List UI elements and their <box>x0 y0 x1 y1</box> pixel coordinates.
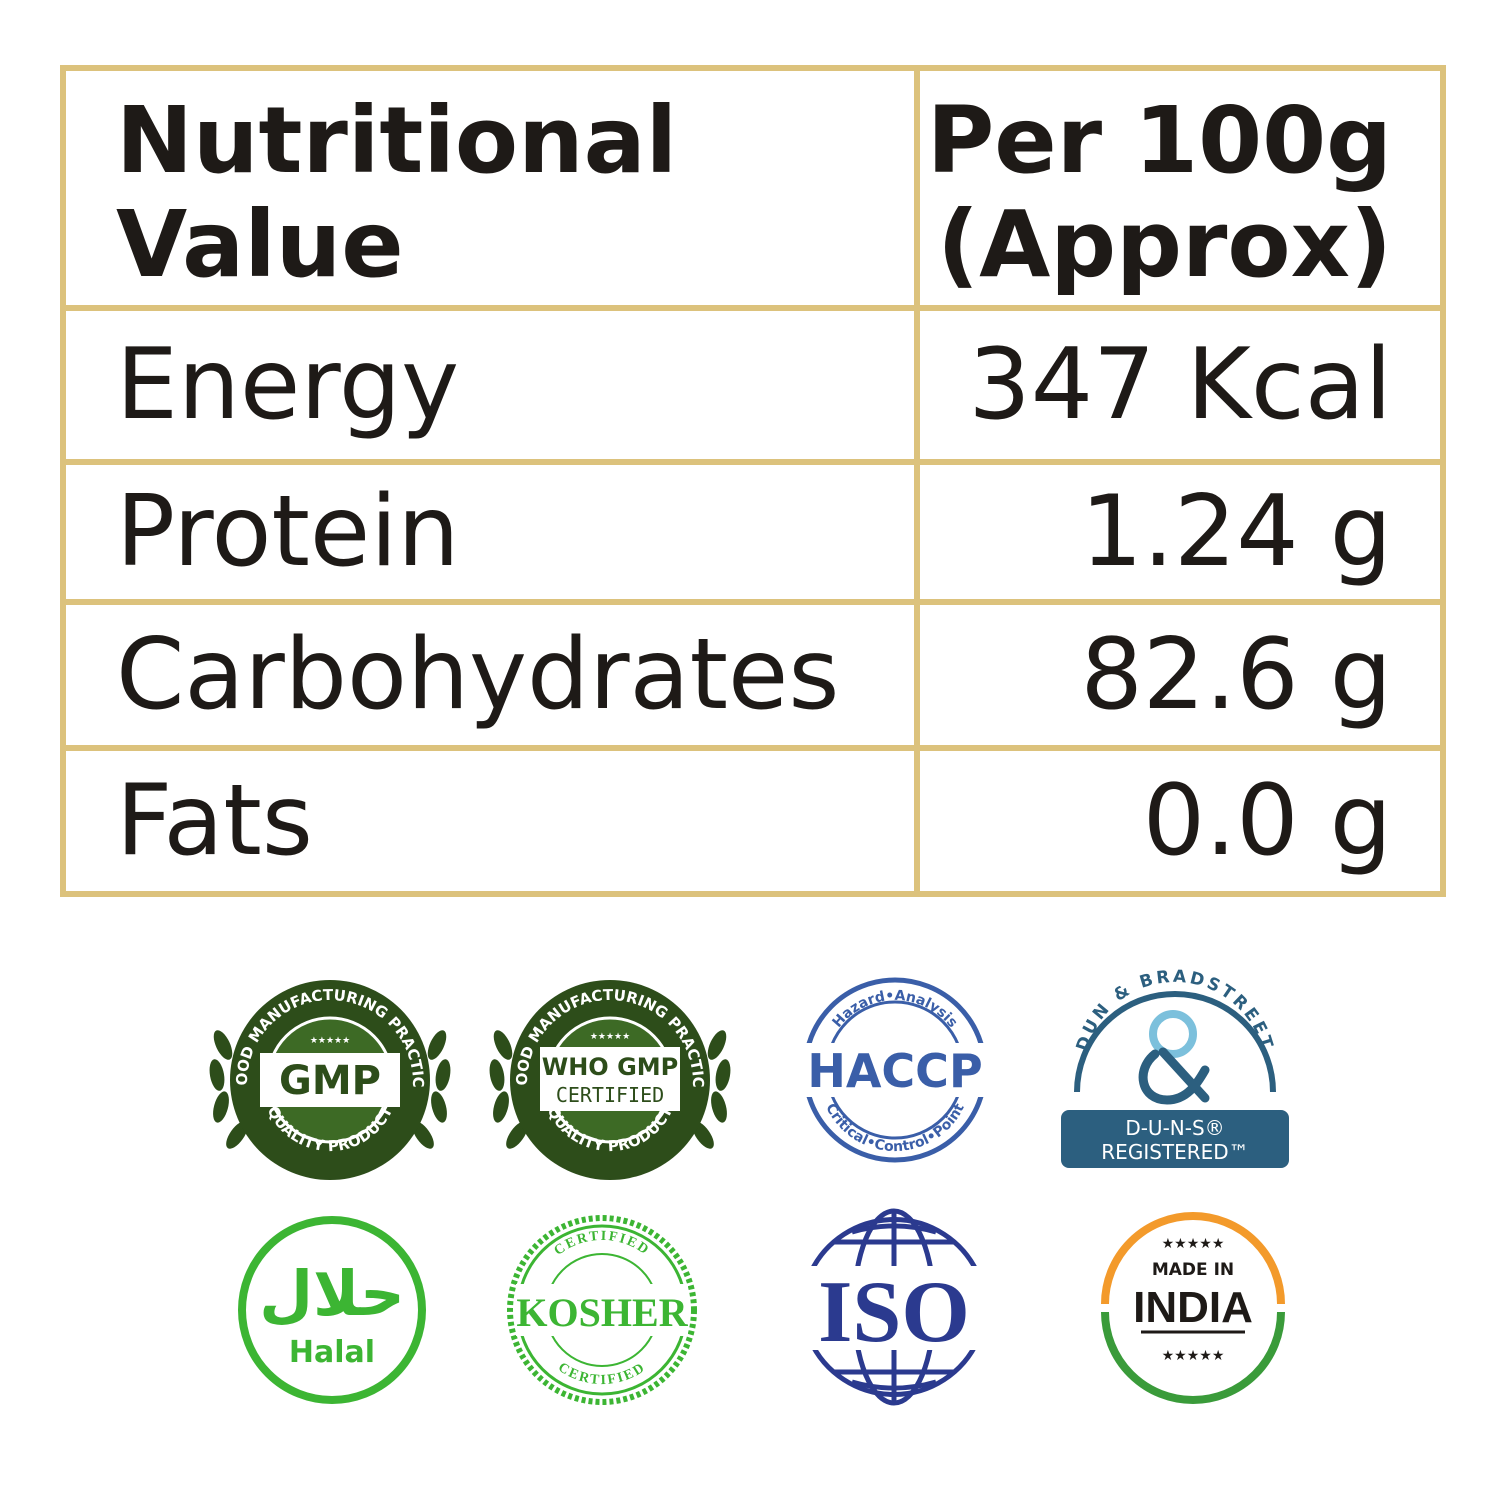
table-row: Carbohydrates 82.6 g <box>66 599 1440 745</box>
india-stars-bottom: ★★★★★ <box>1162 1348 1225 1364</box>
table-row: Energy 347 Kcal <box>66 305 1440 459</box>
duns-line1: D-U-N-S® <box>1125 1116 1224 1140</box>
made-in-india-badge: ★★★★★ MADE IN INDIA ★★★★★ <box>1093 1208 1293 1404</box>
nutrient-amount: 347 Kcal <box>968 327 1392 442</box>
iso-badge: ISO <box>778 1202 1010 1412</box>
header-nutrient-cell: Nutritional Value <box>116 89 677 297</box>
green-arc <box>1101 1311 1285 1404</box>
table-row: Fats 0.0 g <box>66 745 1440 891</box>
who-gmp-center-line1: WHO GMP <box>542 1053 679 1081</box>
haccp-badge: HACCP Hazard•Analysis Critical•Control•P… <box>785 975 1005 1165</box>
table-row: Protein 1.24 g <box>66 459 1440 599</box>
nutrient-name: Energy <box>116 327 460 442</box>
gmp-center-text: GMP <box>279 1058 381 1104</box>
iso-center-text: ISO <box>818 1264 970 1361</box>
nutrient-amount: 82.6 g <box>1080 617 1392 732</box>
nutrient-name: Carbohydrates <box>116 617 840 732</box>
table-header-row: Nutritional Value Per 100g (Approx) <box>66 71 1440 305</box>
header-nutrient-line2: Value <box>116 191 404 298</box>
nutrient-amount: 0.0 g <box>1142 763 1392 878</box>
nutrient-name: Fats <box>116 763 313 878</box>
halal-badge: حلال Halal <box>232 1210 432 1410</box>
duns-line2: REGISTERED™ <box>1101 1140 1248 1164</box>
haccp-center-text: HACCP <box>807 1044 982 1098</box>
nutrient-amount: 1.24 g <box>1080 474 1392 589</box>
halal-arabic-text: حلال <box>259 1257 405 1330</box>
column-divider <box>914 71 920 891</box>
who-gmp-stars: ★★★★★ <box>590 1032 630 1042</box>
header-amount-line2: (Approx) <box>937 191 1392 298</box>
nutrition-table: Nutritional Value Per 100g (Approx) Ener… <box>60 65 1446 897</box>
made-in-text: MADE IN <box>1152 1260 1234 1280</box>
halal-label: Halal <box>289 1335 375 1370</box>
who-gmp-center-line2: CERTIFIED <box>556 1083 664 1107</box>
gmp-stars: ★★★★★ <box>310 1036 350 1046</box>
duns-badge: DUN & BRADSTREET D-U-N-S® REGISTERED™ <box>1055 962 1295 1172</box>
gmp-badge: GMP ★★★★★ GOOD MANUFACTURING PRACTICE QU… <box>199 961 455 1185</box>
nutrient-name: Protein <box>116 474 460 589</box>
header-amount-cell: Per 100g (Approx) <box>927 89 1392 297</box>
india-text: INDIA <box>1133 1283 1253 1332</box>
india-stars-top: ★★★★★ <box>1162 1236 1225 1252</box>
kosher-center-text: KOSHER <box>516 1290 688 1335</box>
saffron-arc <box>1101 1212 1285 1305</box>
who-gmp-badge: WHO GMP CERTIFIED ★★★★★ GOOD MANUFACTURI… <box>479 961 735 1185</box>
kosher-badge: KOSHER CERTIFIED CERTIFIED <box>502 1210 702 1410</box>
ampersand-icon <box>1138 1010 1210 1105</box>
header-nutrient-line1: Nutritional <box>116 87 678 195</box>
header-amount-line1: Per 100g <box>926 87 1392 195</box>
